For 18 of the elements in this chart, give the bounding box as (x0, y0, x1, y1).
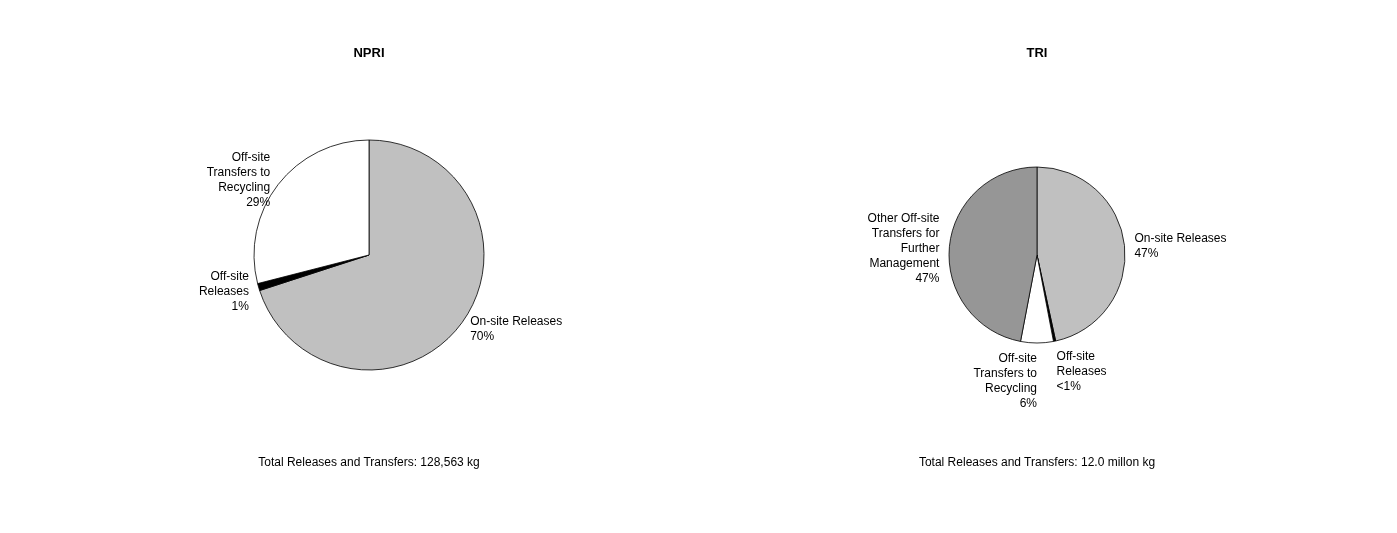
slice-label: Off-site Releases (1056, 349, 1107, 379)
data-label: 47% (1134, 245, 1159, 260)
slice-label: On-site Releases (1134, 230, 1227, 245)
chart-title: TRI (1026, 45, 1048, 60)
data-label: 47% (915, 270, 940, 285)
data-label: 29% (246, 195, 271, 210)
slice-label: On-site Releases (470, 314, 563, 329)
data-label: 1% (231, 298, 250, 313)
slice-label: Off-site Releases (198, 268, 250, 298)
chart-title: NPRI (353, 45, 385, 60)
data-label: <1% (1056, 379, 1082, 394)
slice-label: Other Off-site Transfers for Further Management (867, 210, 941, 270)
text: Total Releases and Transfers: 128,563 kg (258, 455, 480, 469)
slice-label: Off-site Transfers to Recycling (206, 150, 271, 195)
text: Total Releases and Transfers: 12.0 millon kg (918, 455, 1156, 469)
data-label: 70% (470, 329, 495, 344)
data-label: 6% (1019, 396, 1038, 410)
slice-label: Off-site Transfers to Recycling (973, 351, 1038, 395)
